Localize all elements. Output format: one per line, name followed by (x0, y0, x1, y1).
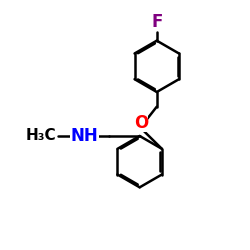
Text: O: O (134, 114, 148, 132)
Text: NH: NH (71, 127, 99, 145)
Text: F: F (151, 13, 162, 31)
Text: H₃C: H₃C (26, 128, 56, 144)
